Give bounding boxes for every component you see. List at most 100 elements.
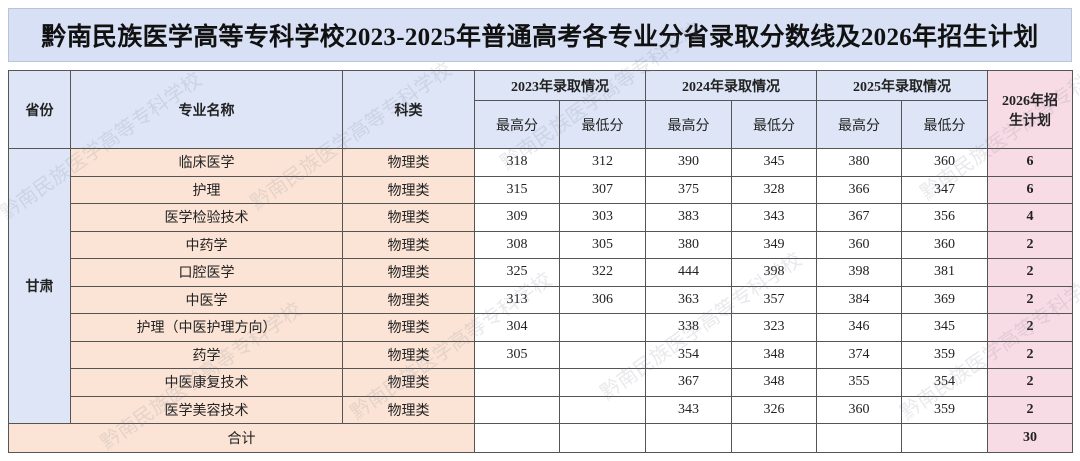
table-cell: 354 — [645, 340, 732, 369]
total-value: 30 — [987, 423, 1073, 453]
table-row: 中药学 物理类 308 305 380 349 360 360 2 — [9, 230, 1073, 259]
table-cell: 医学美容技术 — [70, 395, 343, 424]
table-cell: 318 — [474, 148, 560, 177]
table-cell: 367 — [816, 203, 902, 232]
table-row: 中医学 物理类 313 306 363 357 384 369 2 — [9, 285, 1073, 314]
table-cell: 444 — [645, 258, 732, 287]
table-cell: 346 — [816, 313, 902, 342]
table-cell: 384 — [816, 285, 902, 314]
table-row: 省份 专业名称 科类 2023年录取情况 2024年录取情况 2025年录取情况 2026年… — [8, 70, 1073, 149]
table-cell: 322 — [559, 258, 646, 287]
table-cell: 2 — [987, 285, 1073, 314]
table-cell: 323 — [731, 313, 817, 342]
table-row: 护理（中医护理方向） 物理类 304 338 323 346 345 2 — [9, 313, 1073, 342]
table-cell: 物理类 — [342, 313, 475, 342]
table-cell: 2 — [987, 340, 1073, 369]
table-cell: 物理类 — [342, 368, 475, 397]
header-cell: 最高分 — [474, 100, 560, 149]
table-cell: 物理类 — [342, 175, 475, 204]
table-cell: 326 — [731, 395, 817, 424]
table-cell — [559, 423, 646, 453]
header-cell: 科类 — [342, 70, 475, 149]
table-cell: 中医学 — [70, 285, 343, 314]
table-cell: 2 — [987, 258, 1073, 287]
table-cell: 6 — [987, 175, 1073, 204]
table-cell: 物理类 — [342, 203, 475, 232]
table-cell: 临床医学 — [70, 148, 343, 177]
total-label: 合计 — [8, 423, 475, 453]
table-cell: 355 — [816, 368, 902, 397]
table-cell: 357 — [731, 285, 817, 314]
table-cell: 307 — [559, 175, 646, 204]
table-cell: 中医康复技术 — [70, 368, 343, 397]
table-cell: 4 — [987, 203, 1073, 232]
table-cell: 物理类 — [342, 148, 475, 177]
table-cell: 380 — [816, 148, 902, 177]
table-cell: 325 — [474, 258, 560, 287]
table-cell: 2 — [987, 395, 1073, 424]
header-cell: 最高分 — [816, 100, 902, 149]
table-cell — [901, 423, 988, 453]
table-cell: 306 — [559, 285, 646, 314]
table-cell — [474, 423, 560, 453]
table-cell — [731, 423, 817, 453]
table-cell — [645, 423, 732, 453]
table-cell: 物理类 — [342, 395, 475, 424]
table-cell: 348 — [731, 340, 817, 369]
table-cell — [559, 368, 646, 397]
table-row: 口腔医学 物理类 325 322 444 398 398 381 2 — [9, 258, 1073, 287]
table-row: 最高分 最低分 最高分 最低分 最高分 最低分 — [9, 100, 1073, 149]
table-cell: 369 — [901, 285, 988, 314]
header-cell: 省份 — [8, 70, 71, 149]
table-cell: 315 — [474, 175, 560, 204]
table-cell: 374 — [816, 340, 902, 369]
table-cell: 2 — [987, 230, 1073, 259]
table-cell — [816, 423, 902, 453]
table-cell: 360 — [901, 148, 988, 177]
table-cell: 356 — [901, 203, 988, 232]
table-cell — [559, 313, 646, 342]
table-row: 合计 30 — [8, 423, 1073, 453]
table: 省份 专业名称 科类 2023年录取情况 2024年录取情况 2025年录取情况 2026年… — [8, 70, 1073, 453]
table-row: 护理 物理类 315 307 375 328 366 347 6 — [9, 175, 1073, 204]
table-cell: 物理类 — [342, 285, 475, 314]
table-cell: 304 — [474, 313, 560, 342]
header-cell: 2023年录取情况 — [474, 70, 646, 101]
table-cell: 2 — [987, 368, 1073, 397]
table-cell: 359 — [901, 340, 988, 369]
table-cell: 口腔医学 — [70, 258, 343, 287]
table-cell: 6 — [987, 148, 1073, 177]
table-cell: 303 — [559, 203, 646, 232]
table-cell: 305 — [474, 340, 560, 369]
table-cell: 328 — [731, 175, 817, 204]
table-cell: 349 — [731, 230, 817, 259]
table-cell: 375 — [645, 175, 732, 204]
table-cell: 390 — [645, 148, 732, 177]
table-cell: 313 — [474, 285, 560, 314]
table-cell: 309 — [474, 203, 560, 232]
table-row: 医学美容技术 物理类 343 326 360 359 2 — [9, 395, 1073, 424]
header-cell: 最低分 — [901, 100, 988, 149]
table-cell: 物理类 — [342, 230, 475, 259]
table-cell — [474, 395, 560, 424]
table-cell: 354 — [901, 368, 988, 397]
table-cell: 药学 — [70, 340, 343, 369]
title: 黔南民族医学高等专科学校2023-2025年普通高考各专业分省录取分数线及202… — [8, 8, 1072, 62]
table-cell: 367 — [645, 368, 732, 397]
table-cell: 物理类 — [342, 258, 475, 287]
table-cell — [559, 340, 646, 369]
table-cell — [559, 395, 646, 424]
table-cell: 护理（中医护理方向） — [70, 313, 343, 342]
table-cell: 348 — [731, 368, 817, 397]
table-cell: 359 — [901, 395, 988, 424]
table-cell: 护理 — [70, 175, 343, 204]
header-cell: 专业名称 — [70, 70, 343, 149]
header-cell: 2024年录取情况 — [645, 70, 817, 101]
table-cell: 360 — [816, 395, 902, 424]
table-cell: 312 — [559, 148, 646, 177]
header-cell: 2026年招生计划 — [987, 70, 1073, 149]
table-cell: 360 — [901, 230, 988, 259]
table-row: 甘肃 临床医学 物理类 318 312 390 345 380 360 6 — [8, 148, 1073, 424]
table-row: 医学检验技术 物理类 309 303 383 343 367 356 4 — [9, 203, 1073, 232]
